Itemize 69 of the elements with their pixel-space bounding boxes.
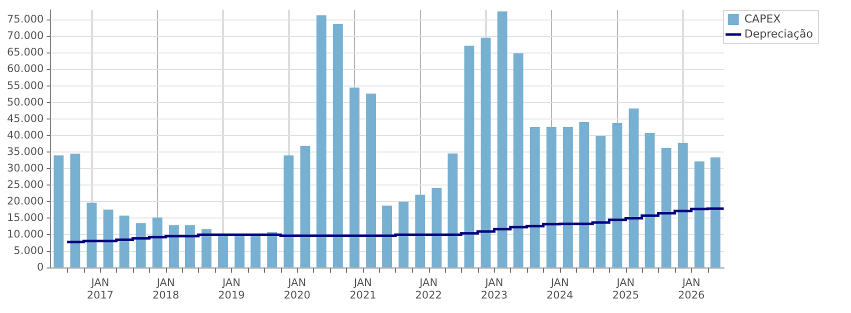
legend-label: CAPEX [744, 12, 782, 26]
x-tick-label: JAN 2024 [546, 276, 574, 302]
bar [250, 234, 261, 268]
bar [661, 148, 672, 268]
bar [628, 108, 639, 268]
y-tick-label: 30.000 [6, 162, 44, 174]
bar [184, 225, 195, 268]
x-tick-label: JAN 2026 [678, 276, 705, 302]
bar [464, 46, 474, 268]
y-tick-label: 20.000 [6, 195, 44, 208]
bar [54, 155, 64, 268]
y-tick-label: 70.000 [6, 30, 44, 42]
y-tick-label: 60.000 [6, 63, 44, 76]
bar [579, 122, 590, 268]
legend-label: Depreciação [744, 27, 814, 40]
bar [86, 202, 97, 268]
bar [596, 136, 606, 268]
bar [316, 15, 326, 268]
bar [218, 234, 228, 268]
bar [644, 132, 655, 268]
y-tick-label: 35.000 [6, 146, 44, 158]
bar [267, 232, 278, 268]
x-tick-label: JAN 2023 [480, 276, 508, 302]
bar [300, 146, 310, 268]
y-tick-label: 10.000 [6, 228, 44, 240]
bar [103, 210, 114, 268]
x-tick-label: JAN 2025 [612, 276, 640, 302]
y-tick-label: 40.000 [6, 129, 44, 142]
bar [612, 123, 622, 268]
x-tick-label: JAN 2020 [284, 276, 310, 302]
y-tick-label: 25.000 [6, 178, 44, 191]
bar [694, 161, 704, 268]
y-tick-label: 15.000 [6, 212, 44, 224]
y-tick-label: 5.000 [14, 245, 44, 258]
bar [70, 154, 80, 268]
bar [480, 38, 491, 268]
bar [136, 223, 146, 268]
bar [415, 194, 426, 268]
x-tick-label: JAN 2017 [86, 276, 114, 302]
bar [332, 24, 343, 268]
y-tick-label: 0 [37, 262, 44, 274]
y-tick-label: 55.000 [6, 80, 44, 92]
y-tick-label: 50.000 [6, 96, 44, 108]
bar [448, 153, 458, 268]
bar [284, 155, 294, 268]
bar [398, 202, 409, 268]
bar [152, 218, 162, 268]
y-tick-label: 45.000 [6, 112, 44, 125]
bar [497, 11, 508, 268]
bar [432, 188, 442, 268]
bar [530, 127, 540, 268]
bar [168, 225, 179, 268]
x-tick-label: JAN 2022 [415, 276, 442, 302]
bar [119, 216, 130, 268]
bar [678, 142, 688, 268]
bar [202, 229, 212, 268]
bar [350, 88, 360, 268]
y-tick-label: 65.000 [6, 46, 44, 59]
y-tick-label: 75.000 [6, 14, 44, 26]
x-tick-label: JAN 2021 [350, 276, 376, 302]
bar [382, 206, 392, 268]
bar [710, 157, 720, 268]
bar [562, 127, 573, 268]
bar [234, 234, 245, 268]
x-tick-label: JAN 2018 [152, 276, 180, 302]
bar [513, 53, 524, 268]
bar [366, 94, 376, 268]
bar [546, 127, 556, 268]
x-tick-label: JAN 2019 [218, 276, 245, 302]
